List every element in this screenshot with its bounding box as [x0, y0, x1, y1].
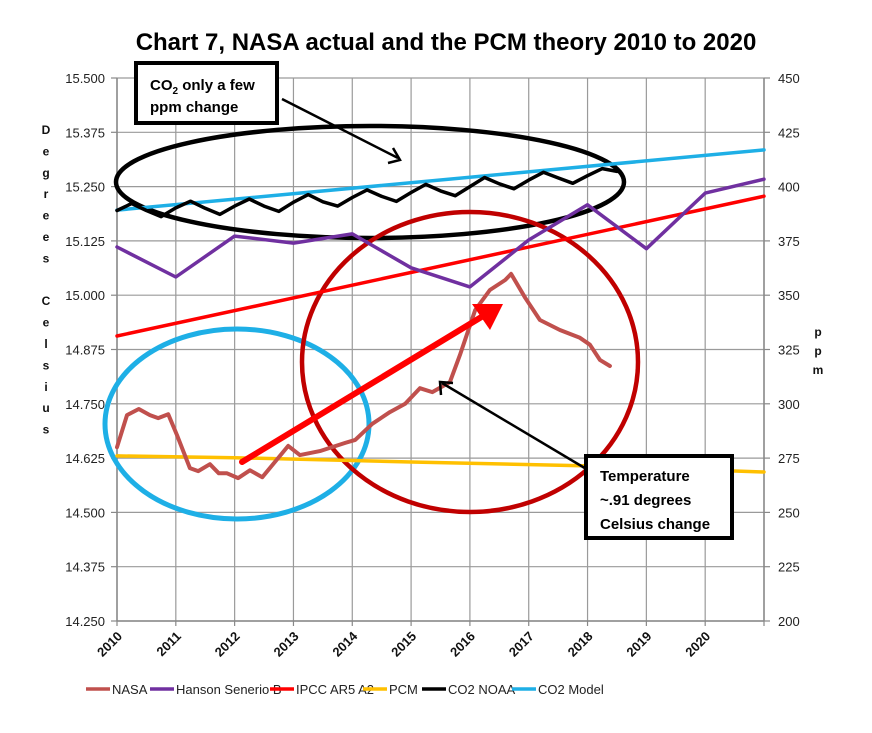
series-line-hanson-senerio-b [115, 177, 766, 289]
series-nasa [115, 271, 612, 481]
legend-label: CO2 Model [538, 682, 604, 697]
left-axis-letter: g [42, 166, 49, 180]
x-tick-label: 2011 [153, 629, 184, 660]
right-tick-label: 300 [778, 397, 800, 412]
legend-label: CO2 NOAA [448, 682, 516, 697]
co2-arrow-shaft [281, 97, 399, 160]
series-ipcc-ar5-a2 [115, 194, 766, 338]
legend-item-ipcc-ar5-a2: IPCC AR5 A2 [270, 682, 374, 697]
right-tick-label: 250 [778, 505, 800, 520]
temperature-annotation-box: Temperature ~.91 degrees Celsius change [584, 454, 734, 540]
legend-label: IPCC AR5 A2 [296, 682, 374, 697]
left-axis-letter: C [42, 294, 51, 308]
right-tick-label: 375 [778, 234, 800, 249]
x-tick-label: 2015 [388, 629, 419, 660]
right-tick-label: 275 [778, 451, 800, 466]
left-axis-letter: s [43, 423, 50, 437]
left-axis-letter: e [43, 144, 50, 158]
left-tick-label: 15.125 [65, 234, 105, 249]
left-axis-letter: D [42, 123, 51, 137]
co2-annotation-frame [134, 61, 279, 125]
legend: NASA Hanson Senerio B IPCC AR5 A2 PCM CO2 NO… [86, 682, 604, 697]
left-tick-label: 14.250 [65, 614, 105, 629]
right-axis-letter: p [814, 325, 821, 339]
co2-annotation-box: CO2 only a few ppm change [134, 61, 279, 125]
left-axis-letter: e [43, 316, 50, 330]
left-axis-letter: l [44, 337, 47, 351]
temperature-arrow-shaft [441, 381, 589, 472]
series-group [102, 123, 766, 522]
x-tick-label: 2018 [565, 629, 596, 660]
right-tick-label: 225 [778, 560, 800, 575]
legend-label: Hanson Senerio B [176, 682, 282, 697]
co2-arrow-head [387, 147, 402, 165]
series-line-ipcc-ar5-a2 [115, 194, 766, 338]
series-hanson-senerio-b [115, 177, 766, 289]
warming-period-ellipse [299, 209, 641, 515]
early-period-ellipse [102, 326, 372, 522]
left-axis-letter: i [44, 380, 47, 394]
right-tick-label: 325 [778, 343, 800, 358]
left-axis-letter: s [43, 358, 50, 372]
annotations: CO2 only a few ppm change Temperature ~.91 … [134, 61, 734, 540]
temperature-annotation-line: ~.91 degrees [600, 492, 691, 509]
x-tick-label: 2013 [271, 629, 302, 660]
x-tick-label: 2016 [447, 629, 478, 660]
series-line-co2-noaa [115, 166, 619, 219]
legend-item-co2-model: CO2 Model [512, 682, 604, 697]
temperature-annotation-frame [584, 454, 734, 540]
left-tick-label: 15.250 [65, 180, 105, 195]
left-tick-label: 14.500 [65, 505, 105, 520]
left-tick-label: 15.000 [65, 288, 105, 303]
left-tick-label: 15.500 [65, 71, 105, 86]
left-axis-letter: e [43, 230, 50, 244]
left-axis-letter: r [44, 187, 49, 201]
left-axis-letter: s [43, 251, 50, 265]
right-axis-title: ppm [813, 325, 824, 377]
legend-label: NASA [112, 682, 148, 697]
x-tick-label: 2014 [329, 628, 361, 660]
temperature-arrow-head [438, 380, 454, 396]
legend-item-hanson-senerio-b: Hanson Senerio B [150, 682, 282, 697]
red-trend-arrow-shaft [239, 310, 491, 465]
co2-ellipse [113, 123, 627, 241]
left-tick-label: 14.750 [65, 397, 105, 412]
right-axis-letter: m [813, 363, 824, 377]
axes: 15.500 450 15.375 425 15.250 400 15.125 375 15.0… [65, 71, 799, 660]
chart-title: Chart 7, NASA actual and the PCM theory … [136, 29, 757, 56]
right-axis-letter: p [814, 344, 821, 358]
left-tick-label: 14.625 [65, 451, 105, 466]
temperature-annotation-line: Celsius change [600, 516, 710, 533]
right-tick-label: 425 [778, 125, 800, 140]
x-tick-label: 2017 [506, 629, 537, 660]
left-tick-label: 15.375 [65, 125, 105, 140]
co2-annotation-line1: CO2 only a few [150, 77, 255, 97]
temperature-annotation-line: Temperature [600, 468, 690, 485]
co2-annotation-line2: ppm change [150, 99, 238, 116]
right-tick-label: 200 [778, 614, 800, 629]
legend-item-pcm: PCM [363, 682, 418, 697]
series-co2-model [115, 148, 766, 212]
right-tick-label: 450 [778, 71, 800, 86]
legend-item-co2-noaa: CO2 NOAA [422, 682, 516, 697]
x-tick-label: 2020 [682, 629, 713, 660]
series-line-co2-model [115, 148, 766, 212]
left-tick-label: 14.875 [65, 343, 105, 358]
right-tick-label: 400 [778, 180, 800, 195]
legend-label: PCM [389, 682, 418, 697]
red-trend-arrow-head [472, 304, 503, 330]
x-tick-label: 2010 [94, 629, 125, 660]
left-axis-letter: e [43, 209, 50, 223]
left-tick-label: 14.375 [65, 560, 105, 575]
annotation-arrows [239, 97, 589, 472]
series-co2-noaa [115, 166, 619, 219]
left-axis-letter: u [42, 401, 49, 415]
x-tick-label: 2012 [212, 629, 243, 660]
legend-item-nasa: NASA [86, 682, 148, 697]
right-tick-label: 350 [778, 288, 800, 303]
x-tick-label: 2019 [623, 629, 654, 660]
annotation-ellipses [102, 123, 641, 522]
